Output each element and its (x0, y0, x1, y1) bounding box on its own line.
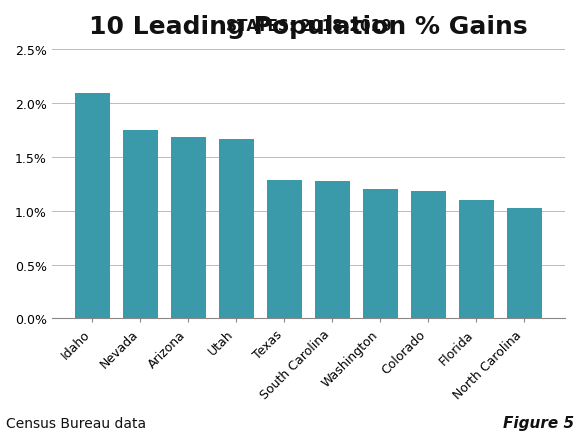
Text: Figure 5: Figure 5 (503, 415, 574, 430)
Text: Census Bureau data: Census Bureau data (6, 416, 146, 430)
Title: 10 Leading Population % Gains: 10 Leading Population % Gains (89, 15, 528, 39)
Bar (171, 137, 206, 319)
Bar (363, 190, 398, 319)
Bar (219, 139, 253, 319)
Bar (459, 201, 494, 319)
Bar (75, 94, 110, 319)
Bar (411, 192, 445, 319)
Bar (315, 181, 350, 319)
Bar (123, 131, 158, 319)
Bar (507, 208, 542, 319)
Text: STATES: 2018-2019: STATES: 2018-2019 (226, 19, 392, 34)
Bar (267, 180, 302, 319)
